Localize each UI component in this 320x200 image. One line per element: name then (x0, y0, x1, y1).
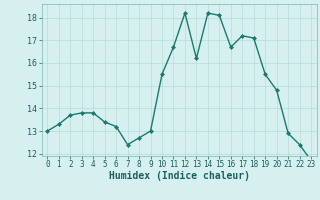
X-axis label: Humidex (Indice chaleur): Humidex (Indice chaleur) (109, 171, 250, 181)
